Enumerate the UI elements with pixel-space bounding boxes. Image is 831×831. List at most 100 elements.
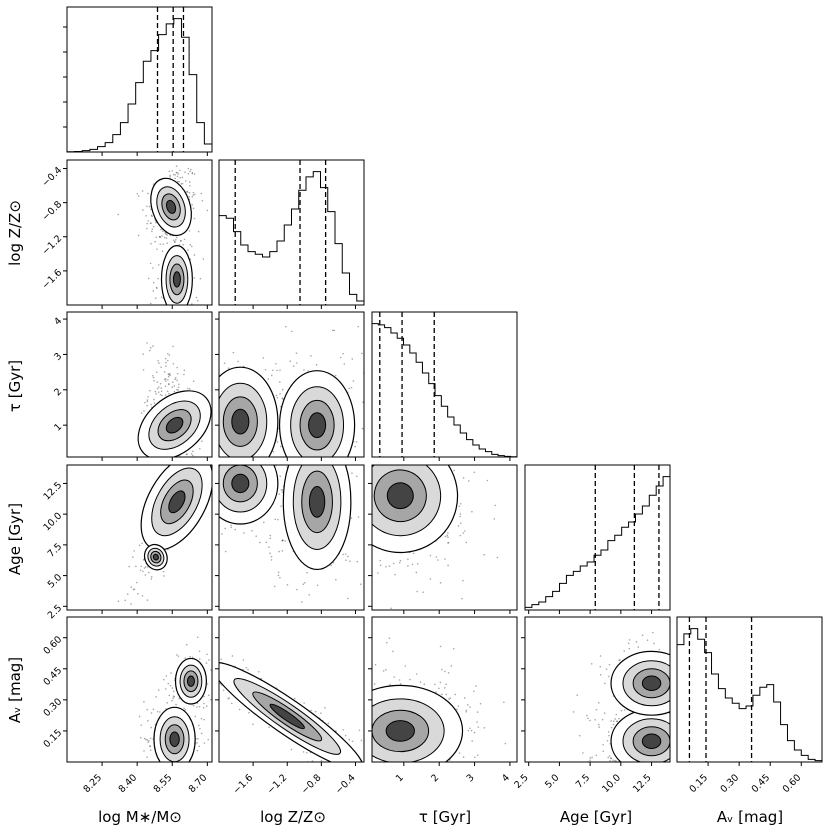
scatter-point [278, 467, 280, 469]
scatter-point [176, 372, 179, 375]
scatter-point [458, 752, 461, 754]
scatter-point [357, 794, 359, 796]
scatter-point [126, 593, 129, 595]
scatter-point [188, 195, 190, 198]
scatter-point [296, 691, 298, 693]
scatter-point [164, 394, 167, 396]
scatter-point [685, 779, 687, 781]
scatter-point [171, 386, 174, 388]
scatter-point [401, 807, 403, 809]
scatter-point [304, 460, 306, 462]
scatter-point [247, 459, 249, 461]
scatter-point [393, 788, 395, 790]
scatter-point [607, 675, 610, 678]
scatter-point [367, 432, 369, 434]
scatter-point [429, 781, 431, 783]
x-tick-label-age: 7.5 [574, 772, 592, 790]
scatter-point [278, 493, 280, 495]
scatter-point [160, 228, 162, 231]
scatter-point [362, 691, 364, 693]
y-tick-label-age: 10.0 [42, 511, 65, 534]
scatter-point [185, 460, 187, 462]
scatter-point [648, 770, 650, 772]
contour-4 [231, 408, 250, 435]
scatter-point [607, 731, 610, 733]
x-tick-label-logZ: −0.8 [299, 772, 323, 796]
scatter-point [235, 463, 237, 465]
scatter-point [367, 742, 369, 744]
scatter-point [597, 723, 600, 726]
scatter-point [423, 683, 426, 686]
scatter-point [281, 388, 284, 391]
y-label-av: Aᵥ [mag] [6, 657, 24, 723]
scatter-point [694, 755, 696, 757]
scatter-point [395, 461, 397, 463]
density-logZ-av [168, 616, 365, 763]
scatter-point [203, 695, 205, 698]
scatter-point [354, 720, 356, 722]
scatter-point [354, 489, 356, 491]
scatter-point [165, 233, 168, 236]
scatter-point [168, 383, 170, 385]
scatter-point [473, 471, 476, 474]
scatter-point [167, 793, 169, 795]
scatter-point [399, 432, 401, 434]
scatter-point [320, 759, 323, 762]
scatter-point [171, 687, 174, 689]
scatter-point [463, 530, 466, 532]
scatter-point [231, 655, 234, 657]
scatter-point [314, 710, 317, 713]
scatter-point [300, 631, 302, 633]
scatter-point [604, 682, 606, 685]
scatter-point [390, 416, 392, 418]
scatter-point [348, 387, 351, 390]
x-tick-label-logM: 8.55 [152, 772, 175, 795]
scatter-point [143, 794, 145, 796]
scatter-point [185, 453, 188, 456]
scatter-point [194, 450, 196, 452]
scatter-point [672, 765, 674, 767]
scatter-point [396, 443, 398, 445]
y-tick-label-logZ: −1.6 [40, 267, 64, 291]
scatter-point [697, 701, 699, 703]
scatter-point [168, 629, 170, 631]
scatter-point [695, 726, 697, 728]
scatter-point [441, 693, 443, 696]
scatter-point [173, 696, 175, 698]
scatter-point [493, 518, 496, 520]
scatter-point [163, 378, 166, 381]
scatter-point [160, 763, 162, 765]
scatter-point [461, 597, 463, 600]
scatter-point [160, 296, 163, 299]
scatter-point [206, 544, 208, 546]
contour-4 [641, 675, 662, 692]
scatter-point [165, 317, 167, 319]
scatter-point [614, 759, 616, 762]
scatter-point [144, 574, 147, 576]
scatter-point [460, 788, 462, 790]
scatter-point [189, 185, 191, 187]
scatter-point [150, 726, 153, 729]
scatter-point [679, 767, 681, 769]
scatter-point [181, 765, 183, 767]
scatter-point [192, 194, 195, 196]
scatter-point [181, 182, 184, 185]
scatter-point [653, 642, 655, 645]
scatter-point [382, 670, 385, 672]
scatter-point [447, 536, 449, 539]
x-tick-label-av: 0.30 [719, 772, 742, 795]
scatter-point [192, 536, 194, 538]
scatter-point [342, 729, 345, 731]
scatter-point [172, 462, 174, 464]
scatter-point [242, 659, 245, 661]
scatter-point [704, 689, 706, 691]
scatter-point [700, 750, 702, 752]
scatter-point [430, 445, 432, 447]
scatter-point [170, 672, 172, 674]
scatter-point [445, 693, 448, 696]
scatter-point [198, 447, 201, 450]
scatter-point [151, 461, 153, 463]
scatter-point [572, 711, 575, 713]
scatter-point [276, 441, 279, 443]
